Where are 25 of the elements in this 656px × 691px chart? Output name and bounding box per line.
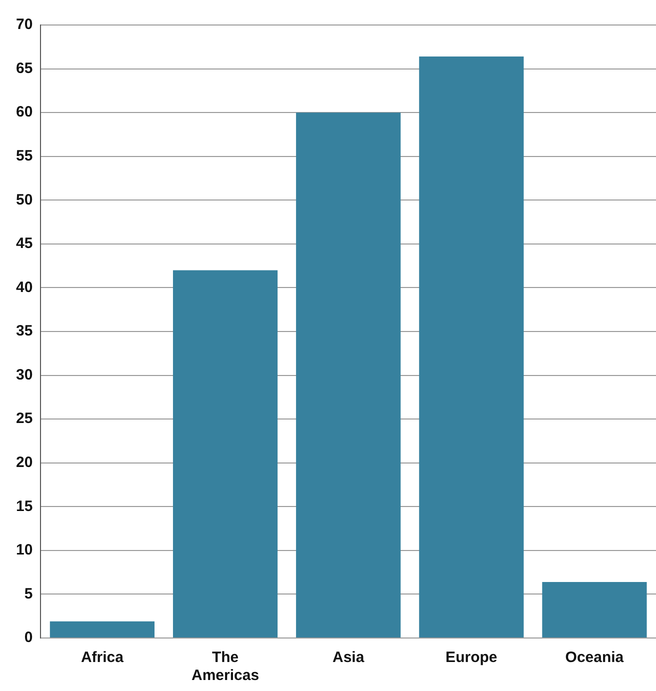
y-tick-label: 5 bbox=[24, 585, 33, 602]
y-tick-label: 65 bbox=[16, 60, 33, 77]
y-tick-label: 50 bbox=[16, 191, 33, 208]
x-tick-label: The Americas bbox=[192, 649, 260, 684]
x-tick-label: Europe bbox=[446, 649, 498, 666]
x-tick-label: Asia bbox=[332, 649, 365, 666]
x-tick-label: Oceania bbox=[565, 649, 624, 666]
bar bbox=[172, 270, 278, 638]
y-tick-label: 70 bbox=[16, 16, 33, 34]
y-tick-label: 15 bbox=[16, 498, 33, 515]
y-tick-label: 0 bbox=[24, 629, 33, 646]
bar bbox=[542, 582, 647, 638]
y-tick-label: 55 bbox=[16, 148, 33, 164]
y-tick-label: 40 bbox=[16, 278, 33, 296]
y-tick-label: 30 bbox=[16, 366, 33, 384]
y-tick-label: 60 bbox=[16, 104, 33, 121]
y-tick-label: 45 bbox=[16, 235, 33, 252]
bar bbox=[50, 621, 155, 638]
y-tick-label: 35 bbox=[16, 322, 33, 340]
y-tick-label: 20 bbox=[16, 454, 33, 471]
x-tick-label: Africa bbox=[80, 649, 124, 666]
bar bbox=[296, 112, 401, 638]
y-tick-label: 25 bbox=[16, 410, 33, 428]
y-tick-label: 10 bbox=[16, 542, 33, 559]
bar bbox=[419, 56, 524, 638]
